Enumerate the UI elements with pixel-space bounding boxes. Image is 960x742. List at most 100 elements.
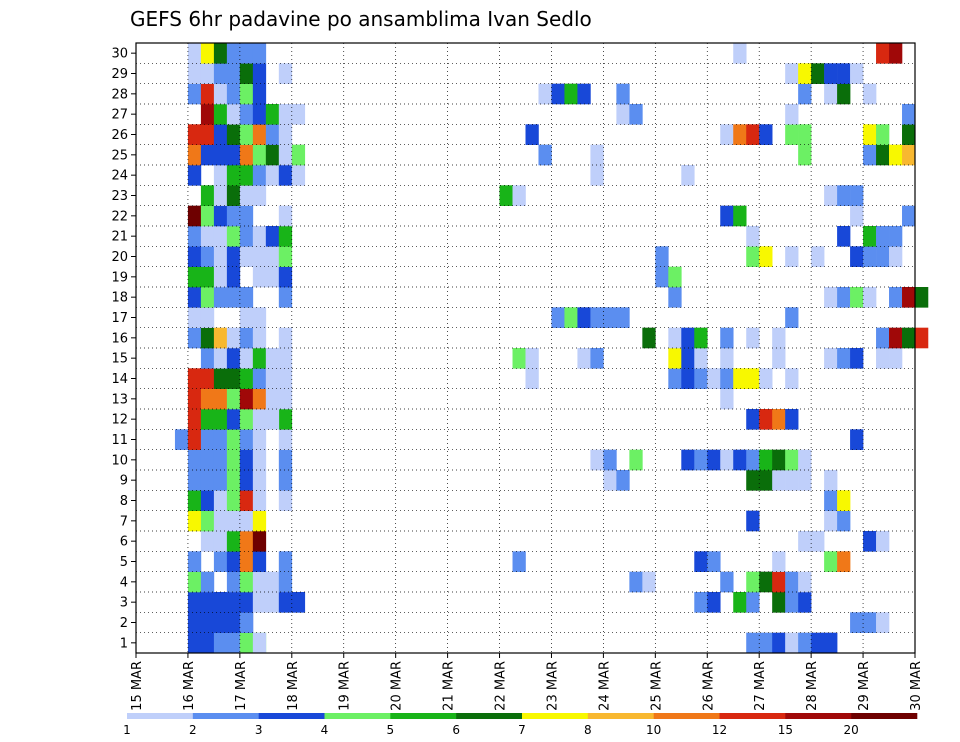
- heatmap-cell: [226, 63, 241, 84]
- heatmap-cell: [785, 592, 799, 613]
- heatmap-cell: [772, 632, 786, 654]
- heatmap-cell: [850, 612, 877, 633]
- heatmap-cell: [681, 348, 695, 369]
- heatmap-cell: [733, 368, 747, 389]
- heatmap-cell: [772, 348, 786, 369]
- heatmap-cell: [265, 348, 280, 369]
- heatmap-cell: [681, 327, 695, 349]
- heatmap-cell: [200, 104, 215, 125]
- heatmap-cell: [278, 165, 293, 186]
- heatmap-cell: [616, 470, 630, 491]
- heatmap-cell: [837, 63, 851, 84]
- heatmap-cell: [785, 409, 799, 430]
- heatmap-cell: [733, 449, 747, 471]
- heatmap-cell: [226, 571, 241, 593]
- heatmap-cell: [876, 246, 890, 267]
- heatmap-cell: [213, 348, 228, 369]
- heatmap-cell: [200, 368, 215, 389]
- heatmap-cell: [668, 327, 682, 349]
- heatmap-cell: [759, 449, 773, 471]
- heatmap-cell: [733, 205, 747, 227]
- legend-swatch: [127, 713, 194, 719]
- heatmap-cell: [226, 124, 241, 145]
- heatmap-cell: [707, 368, 721, 389]
- heatmap-cell: [213, 266, 228, 288]
- heatmap-cell: [187, 124, 202, 145]
- heatmap-cell: [200, 348, 215, 369]
- heatmap-cell: [551, 307, 565, 328]
- y-tick-label: 18: [111, 291, 128, 306]
- x-tick-label: 26 MAR: [701, 661, 716, 711]
- heatmap-cell: [824, 185, 838, 206]
- heatmap-cell: [265, 104, 280, 125]
- heatmap-cell: [798, 531, 812, 552]
- heatmap-cell: [668, 348, 682, 369]
- heatmap-cell: [525, 348, 539, 369]
- heatmap-cell: [213, 470, 228, 491]
- heatmap-cell: [213, 490, 228, 511]
- color-legend: 1 2 3 4 5 6 7 8 10 12 15 20: [123, 713, 918, 737]
- heatmap-cell: [837, 348, 851, 369]
- heatmap-cell: [252, 551, 267, 572]
- y-tick-label: 11: [111, 433, 128, 448]
- x-tick-label: 18 MAR: [286, 661, 301, 711]
- heatmap-cell: [577, 307, 591, 328]
- heatmap-cell: [850, 205, 864, 227]
- heatmap-cell: [252, 470, 267, 491]
- heatmap-cell: [213, 449, 228, 471]
- heatmap-cell: [252, 409, 267, 430]
- y-tick-label: 9: [120, 474, 128, 489]
- legend-label: 1: [123, 723, 131, 737]
- heatmap-cell: [759, 246, 773, 267]
- heatmap-cell: [876, 124, 890, 145]
- heatmap-cell: [642, 327, 656, 349]
- heatmap-cell: [720, 348, 734, 369]
- heatmap-cell: [889, 246, 903, 267]
- x-tick-label: 30 MAR: [909, 661, 924, 711]
- heatmap-cell: [265, 388, 280, 410]
- heatmap-cell: [707, 551, 721, 572]
- heatmap-cell: [837, 510, 851, 532]
- heatmap-cell: [811, 246, 825, 267]
- heatmap-cell: [252, 266, 267, 288]
- heatmap-cell: [265, 571, 280, 593]
- heatmap-cell: [252, 63, 267, 84]
- heatmap-cell: [226, 287, 241, 308]
- heatmap-cell: [785, 104, 799, 125]
- y-tick-label: 1: [120, 636, 128, 651]
- heatmap-cell: [655, 266, 669, 288]
- heatmap-cell: [200, 409, 215, 430]
- heatmap-cell: [889, 287, 903, 308]
- x-tick-label: 28 MAR: [805, 661, 820, 711]
- heatmap-cell: [226, 388, 241, 410]
- y-tick-label: 6: [120, 535, 128, 550]
- heatmap-cell: [746, 632, 760, 654]
- heatmap-cell: [239, 83, 254, 105]
- heatmap-cell: [785, 246, 799, 267]
- heatmap-cell: [824, 490, 838, 511]
- heatmap-cell: [876, 612, 890, 633]
- heatmap-cell: [213, 632, 228, 654]
- heatmap-cell: [291, 104, 306, 125]
- heatmap-cell: [200, 490, 215, 511]
- heatmap-cell: [798, 124, 812, 145]
- heatmap-cell: [213, 429, 228, 450]
- x-tick-label: 23 MAR: [545, 661, 560, 711]
- heatmap-cell: [187, 287, 202, 308]
- heatmap-cell: [226, 510, 241, 532]
- heatmap-cell: [772, 449, 786, 471]
- heatmap-cell: [733, 592, 747, 613]
- heatmap-cell: [564, 307, 578, 328]
- heatmap-cell: [252, 531, 267, 552]
- heatmap-cell: [902, 287, 916, 308]
- heatmap-cell: [811, 632, 838, 654]
- heatmap-cell: [876, 531, 890, 552]
- heatmap-cell: [720, 368, 734, 389]
- heatmap-cell: [759, 409, 773, 430]
- heatmap-cell: [876, 144, 890, 166]
- heatmap-cell: [252, 388, 267, 410]
- heatmap-cell: [538, 144, 552, 166]
- heatmap-cell: [239, 612, 254, 633]
- heatmap-cell: [512, 551, 526, 572]
- heatmap-cell: [187, 551, 202, 572]
